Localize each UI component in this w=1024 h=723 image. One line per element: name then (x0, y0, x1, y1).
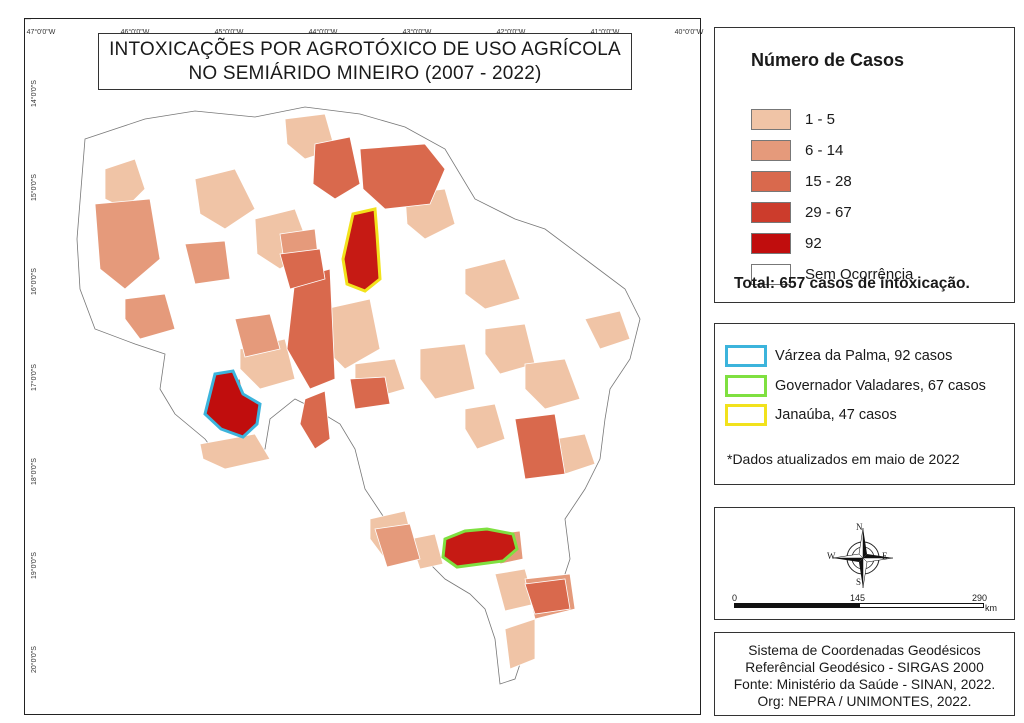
legend-swatch (751, 232, 791, 254)
highlight-label: Várzea da Palma, 92 casos (775, 348, 953, 364)
lat-label: 14°0'0"S (31, 80, 38, 107)
map-title: INTOXICAÇÕES POR AGROTÓXICO DE USO AGRÍC… (98, 33, 632, 90)
lat-label: 17°0'0"S (31, 364, 38, 391)
highlight-swatch (725, 345, 767, 367)
municipalities-high (214, 136, 571, 615)
scale-bar (734, 603, 984, 608)
highlight-swatch (725, 404, 767, 426)
lat-label: 20°0'0"S (31, 646, 38, 673)
lon-label: 42°0'0"W (497, 29, 526, 36)
highlight-item: Janaúba, 47 casos (725, 403, 897, 427)
credits-line: Sistema de Coordenadas Geodésicos (748, 643, 981, 658)
legend-label: 29 - 67 (805, 203, 852, 221)
scale-label: 290 (972, 593, 988, 603)
map-title-line2: NO SEMIÁRIDO MINEIRO (2007 - 2022) (188, 63, 542, 84)
compass-west-label: W (827, 551, 836, 561)
lon-label: 41°0'0"W (591, 29, 620, 36)
north-scale-panel: N S E W 0 145 290 km (714, 507, 1015, 620)
lon-label: 47°0'0"W (26, 29, 56, 36)
highlight-label: Governador Valadares, 67 casos (775, 378, 986, 394)
lat-label: 18°0'0"S (31, 458, 38, 485)
legend-label: 15 - 28 (805, 172, 852, 190)
map-title-line1: INTOXICAÇÕES POR AGROTÓXICO DE USO AGRÍC… (109, 39, 621, 60)
highlight-panel: Várzea da Palma, 92 casos Governador Val… (714, 323, 1015, 485)
compass-south-label: S (856, 577, 862, 587)
highlight-janauba (341, 207, 382, 293)
lon-label: 45°0'0"W (215, 29, 244, 36)
legend-swatch (751, 139, 791, 161)
legend-swatch (751, 201, 791, 223)
legend-label: 92 (805, 234, 822, 252)
highlight-item: Várzea da Palma, 92 casos (725, 344, 952, 368)
highlight-item: Governador Valadares, 67 casos (725, 374, 986, 398)
legend-title: Número de Casos (751, 50, 905, 70)
map-canvas[interactable] (25, 19, 702, 716)
legend-panel: Número de Casos 1 - 5 6 - 14 15 - 28 29 … (714, 27, 1015, 303)
lat-label: 16°0'0"S (31, 268, 38, 295)
legend-swatch (751, 170, 791, 192)
highlight-label: Janaúba, 47 casos (775, 407, 897, 423)
map-frame[interactable]: 47°0'0"W 46°0'0"W 45°0'0"W 44°0'0"W 43°0… (24, 18, 704, 716)
compass-east-label: E (882, 551, 888, 561)
legend-item: 6 - 14 (751, 139, 843, 161)
legend-item: 92 (751, 232, 822, 254)
lon-label: 46°0'0"W (121, 29, 150, 36)
highlight-governador-valadares (441, 527, 519, 569)
data-note: *Dados atualizados em maio de 2022 (727, 451, 960, 467)
legend-item: 15 - 28 (751, 170, 852, 192)
credits-panel: Sistema de Coordenadas Geodésicos Referê… (714, 632, 1015, 716)
lat-label: 15°0'0"S (31, 174, 38, 201)
credits-line: Org: NEPRA / UNIMONTES, 2022. (757, 694, 972, 709)
legend-swatch (751, 263, 791, 285)
legend-item: 1 - 5 (751, 108, 835, 130)
credits-line: Referêncial Geodésico - SIRGAS 2000 (745, 660, 984, 675)
legend-label: Sem Ocorrência (805, 265, 914, 283)
lon-label: 43°0'0"W (403, 29, 432, 36)
scale-label: 145 (850, 593, 866, 603)
legend-item: 29 - 67 (751, 201, 852, 223)
scale-unit: km (985, 603, 997, 613)
lon-label: 44°0'0"W (309, 29, 338, 36)
legend-item: Sem Ocorrência (751, 263, 913, 285)
legend-label: 6 - 14 (805, 141, 844, 159)
scale-bar-segment (735, 604, 860, 607)
legend-total: Total: 657 casos de intoxicação. (734, 275, 970, 292)
legend-swatch (751, 108, 791, 130)
legend-label: 1 - 5 (805, 110, 836, 128)
credits-line: Fonte: Ministério da Saúde - SINAN, 2022… (733, 677, 996, 692)
lat-label: 19°0'0"S (31, 552, 38, 579)
scale-label: 0 (732, 593, 738, 603)
highlight-varzea-da-palma (203, 369, 262, 439)
compass-north-label: N (856, 522, 863, 532)
compass-rose-icon (832, 527, 894, 589)
highlight-swatch (725, 375, 767, 397)
lon-label: 40°0'0"W (674, 29, 704, 36)
